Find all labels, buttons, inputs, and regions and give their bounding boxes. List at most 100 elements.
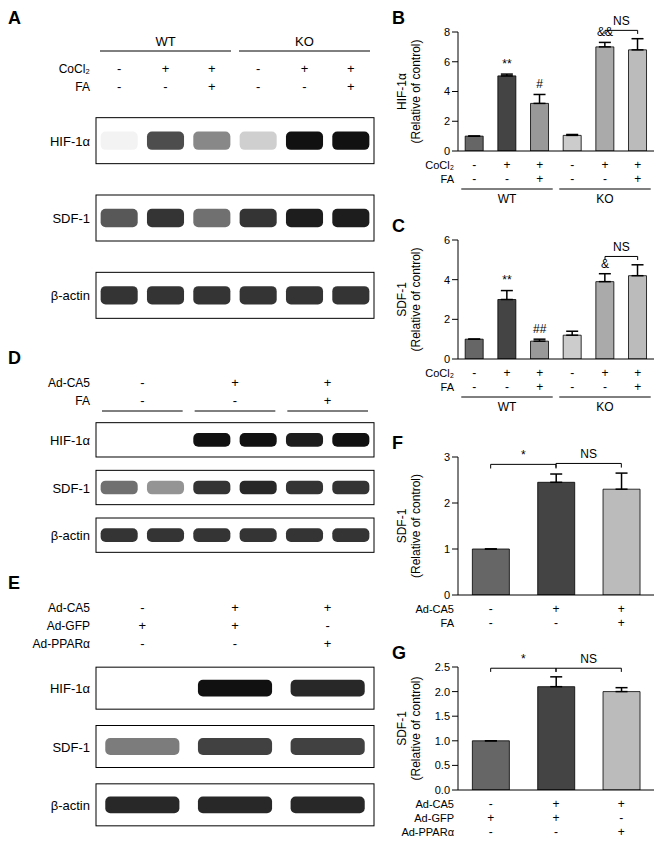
svg-text:-: - [140, 375, 144, 390]
svg-text:+: + [552, 797, 559, 811]
svg-text:HIF-1α: HIF-1α [50, 433, 91, 448]
svg-text:0.5: 0.5 [435, 759, 450, 771]
svg-text:Ad-PPARα: Ad-PPARα [33, 637, 90, 651]
svg-text:+: + [231, 600, 239, 615]
svg-text:+: + [552, 811, 559, 825]
svg-text:WT: WT [498, 192, 517, 206]
svg-text:+: + [618, 616, 625, 630]
svg-text:1.5: 1.5 [435, 710, 450, 722]
svg-text:0.0: 0.0 [435, 784, 450, 796]
svg-text:-: - [117, 61, 121, 76]
svg-text:-: - [603, 380, 607, 394]
svg-text:+: + [536, 158, 543, 172]
svg-text:FA: FA [441, 173, 455, 185]
svg-text:β-actin: β-actin [51, 798, 90, 813]
svg-text:-: - [554, 825, 558, 839]
svg-text:-: - [256, 79, 260, 94]
svg-text:-: - [505, 380, 509, 394]
svg-text:0: 0 [444, 589, 450, 601]
svg-text:1.0: 1.0 [435, 735, 450, 747]
svg-text:2: 2 [444, 115, 450, 127]
svg-text:+: + [552, 602, 559, 616]
svg-text:-: - [233, 636, 237, 651]
svg-text:-: - [140, 393, 144, 408]
svg-text:+: + [634, 366, 641, 380]
svg-text:-: - [554, 616, 558, 630]
svg-text:Ad-CA5: Ad-CA5 [48, 601, 90, 615]
svg-text:+: + [487, 811, 494, 825]
svg-text:+: + [618, 797, 625, 811]
svg-text:*: * [521, 652, 526, 666]
svg-text:+: + [347, 79, 355, 94]
svg-text:-: - [325, 618, 329, 633]
svg-text:4: 4 [444, 85, 450, 97]
svg-text:-: - [489, 797, 493, 811]
svg-text:NS: NS [613, 240, 630, 254]
svg-text:SDF-1(Relative of control): SDF-1(Relative of control) [395, 474, 423, 578]
svg-text:-: - [472, 380, 476, 394]
svg-text:-: - [570, 366, 574, 380]
svg-text:+: + [324, 636, 332, 651]
svg-text:-: - [570, 380, 574, 394]
svg-text:Ad-CA5: Ad-CA5 [48, 376, 90, 390]
svg-text:+: + [634, 158, 641, 172]
svg-text:-: - [489, 616, 493, 630]
svg-text:Ad-CA5: Ad-CA5 [415, 798, 454, 810]
svg-text:#: # [536, 77, 543, 91]
svg-text:4: 4 [444, 274, 450, 286]
svg-text:*: * [521, 448, 526, 462]
svg-text:+: + [324, 600, 332, 615]
svg-text:&: & [601, 257, 609, 271]
svg-text:-: - [472, 172, 476, 186]
svg-text:-: - [472, 158, 476, 172]
svg-text:+: + [503, 366, 510, 380]
svg-text:**: ** [502, 273, 512, 287]
svg-text:+: + [231, 375, 239, 390]
svg-text:+: + [208, 79, 216, 94]
svg-text:+: + [231, 618, 239, 633]
svg-text:CoCl₂: CoCl₂ [59, 62, 91, 76]
svg-text:-: - [570, 158, 574, 172]
svg-text:&&: && [597, 25, 613, 39]
svg-text:Ad-PPARα: Ad-PPARα [401, 826, 454, 838]
svg-text:HIF-1α: HIF-1α [50, 681, 91, 696]
svg-text:+: + [536, 366, 543, 380]
svg-text:2.5: 2.5 [435, 661, 450, 673]
svg-text:**: ** [502, 57, 512, 71]
svg-text:-: - [489, 602, 493, 616]
svg-text:-: - [489, 825, 493, 839]
svg-text:+: + [162, 61, 170, 76]
svg-text:1: 1 [444, 543, 450, 555]
svg-text:FA: FA [75, 80, 90, 94]
svg-text:3: 3 [444, 451, 450, 463]
svg-text:FA: FA [441, 381, 455, 393]
svg-text:KO: KO [596, 192, 613, 206]
svg-text:SDF-1(Relative of control): SDF-1(Relative of control) [395, 676, 423, 780]
svg-text:8: 8 [444, 26, 450, 38]
svg-text:-: - [233, 393, 237, 408]
svg-text:2: 2 [444, 497, 450, 509]
svg-text:+: + [634, 172, 641, 186]
svg-text:+: + [208, 61, 216, 76]
svg-text:HIF-1α: HIF-1α [50, 134, 91, 149]
svg-text:+: + [139, 618, 147, 633]
svg-text:KO: KO [596, 400, 613, 414]
svg-text:β-actin: β-actin [51, 528, 90, 543]
svg-text:-: - [256, 61, 260, 76]
svg-text:-: - [472, 366, 476, 380]
svg-text:-: - [140, 600, 144, 615]
svg-text:+: + [347, 61, 355, 76]
svg-text:-: - [570, 172, 574, 186]
svg-text:Ad-CA5: Ad-CA5 [415, 603, 454, 615]
svg-text:-: - [302, 79, 306, 94]
svg-text:-: - [619, 811, 623, 825]
svg-text:KO: KO [295, 34, 314, 49]
svg-text:6: 6 [444, 56, 450, 68]
svg-text:HIF-1α(Relative of control): HIF-1α(Relative of control) [395, 39, 423, 143]
svg-text:Ad-GFP: Ad-GFP [47, 619, 90, 633]
svg-text:FA: FA [441, 617, 455, 629]
svg-text:+: + [634, 380, 641, 394]
svg-text:CoCl₂: CoCl₂ [425, 159, 454, 171]
svg-text:+: + [503, 158, 510, 172]
svg-text:+: + [324, 375, 332, 390]
